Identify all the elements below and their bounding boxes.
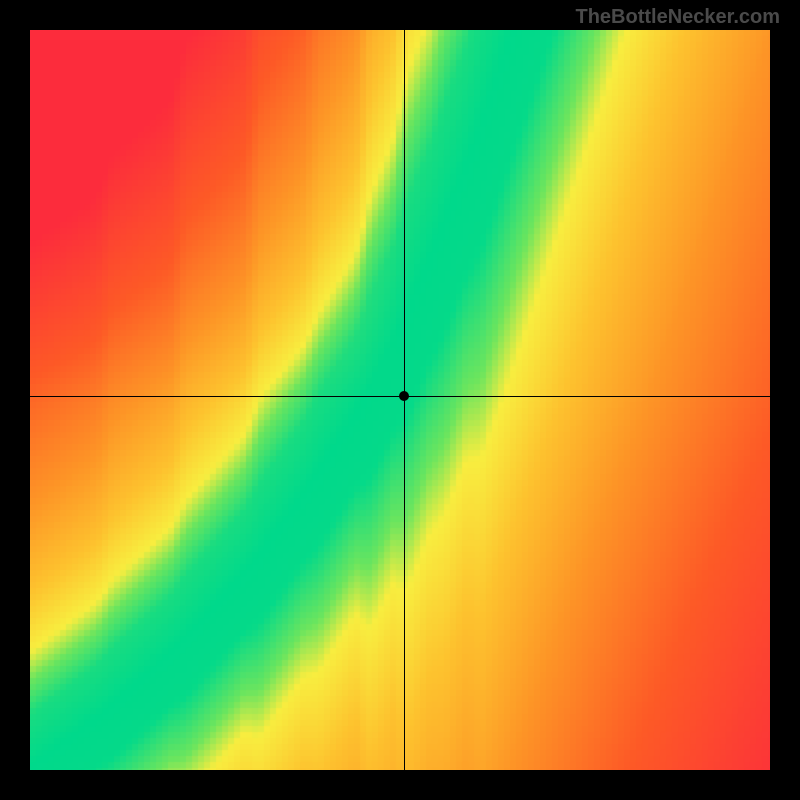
watermark-text: TheBottleNecker.com xyxy=(575,6,780,29)
chart-container: { "meta": { "watermark": "TheBottleNecke… xyxy=(0,0,800,800)
crosshair-point xyxy=(399,391,409,401)
